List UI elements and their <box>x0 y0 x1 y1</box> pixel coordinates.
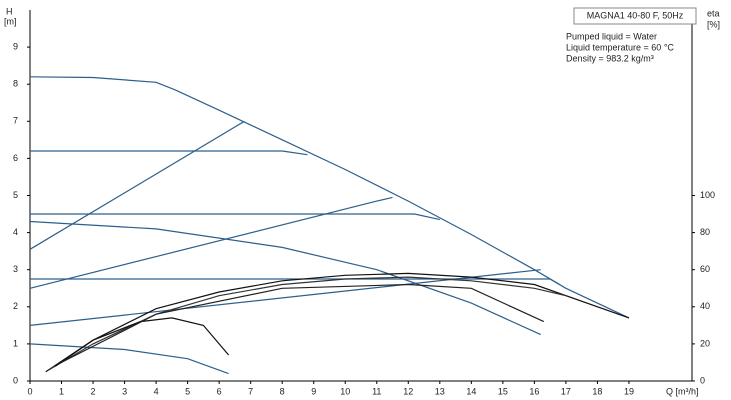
x-tick-label: 6 <box>217 386 222 396</box>
y-tick-label: 1 <box>13 338 18 348</box>
curve <box>29 76 630 319</box>
curve <box>30 278 560 286</box>
x-tick-label: 14 <box>466 386 476 396</box>
annotation: Density = 983.2 kg/m³ <box>566 53 654 63</box>
curve <box>61 283 545 363</box>
y-tick-label: 6 <box>13 153 18 163</box>
y-tick-label: 0 <box>13 375 18 385</box>
curve <box>29 120 245 250</box>
y2-label: [%] <box>707 19 720 29</box>
curve <box>29 269 541 326</box>
annotation: Pumped liquid = Water <box>566 31 657 41</box>
y-tick-label: 5 <box>13 190 18 200</box>
chart-title: MAGNA1 40-80 F, 50Hz <box>587 10 684 20</box>
x-tick-label: 8 <box>280 386 285 396</box>
y-label: [m] <box>4 16 17 26</box>
x-tick-label: 9 <box>311 386 316 396</box>
x-tick-label: 2 <box>91 386 96 396</box>
y2-tick-label: 20 <box>700 338 710 348</box>
y-tick-label: 2 <box>13 301 18 311</box>
y2-tick-label: 60 <box>700 264 710 274</box>
x-tick-label: 13 <box>435 386 445 396</box>
title-box <box>573 7 697 25</box>
x-tick-label: 15 <box>498 386 508 396</box>
curve <box>45 272 630 373</box>
y2-tick-label: 80 <box>700 227 710 237</box>
x-label: Q [m³/h] <box>666 386 699 396</box>
y2-label: eta <box>707 8 720 18</box>
curve <box>29 196 393 289</box>
curve <box>30 213 440 221</box>
y-tick-label: 3 <box>13 264 18 274</box>
x-tick-label: 16 <box>529 386 539 396</box>
y2-tick-label: 40 <box>700 301 710 311</box>
y-label: H <box>6 6 13 16</box>
curve <box>29 343 229 375</box>
curve <box>29 220 541 336</box>
x-tick-label: 10 <box>340 386 350 396</box>
y-tick-label: 9 <box>13 41 18 51</box>
x-tick-label: 3 <box>122 386 127 396</box>
curve <box>48 276 567 371</box>
x-tick-label: 4 <box>154 386 159 396</box>
x-tick-label: 7 <box>248 386 253 396</box>
y2-tick-label: 0 <box>700 375 705 385</box>
x-tick-label: 5 <box>185 386 190 396</box>
y-tick-label: 4 <box>13 227 18 237</box>
x-tick-label: 17 <box>561 386 571 396</box>
curve <box>54 317 230 367</box>
x-tick-label: 11 <box>372 386 381 396</box>
curve <box>30 150 308 156</box>
y-tick-label: 8 <box>13 79 18 89</box>
y2-tick-label: 100 <box>700 190 715 200</box>
annotation: Liquid temperature = 60 °C <box>566 42 674 52</box>
y-tick-label: 7 <box>13 116 18 126</box>
x-tick-label: 0 <box>27 386 32 396</box>
x-tick-label: 19 <box>624 386 634 396</box>
x-tick-label: 12 <box>403 386 413 396</box>
x-tick-label: 18 <box>592 386 602 396</box>
x-tick-label: 1 <box>59 386 64 396</box>
